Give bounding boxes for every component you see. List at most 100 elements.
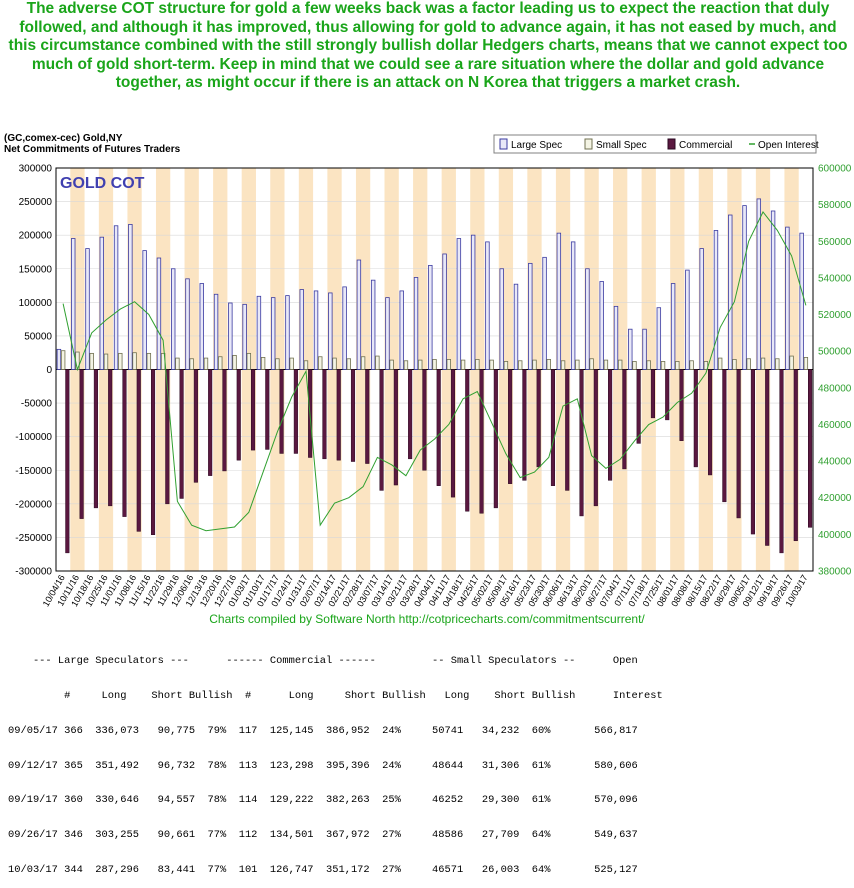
small-spec-bar	[89, 352, 94, 370]
cot-chart-svg: (GC,comex-cec) Gold,NY Net Commitments o…	[0, 126, 854, 632]
small-spec-bar	[246, 352, 252, 370]
large-spec-bar	[328, 292, 333, 370]
small-spec-bar	[560, 360, 566, 370]
commercial-bar	[665, 369, 670, 421]
y-tick-label-right: 600000	[818, 164, 852, 175]
chart-header-line2: Net Commitments of Futures Traders	[4, 144, 181, 155]
large-spec-bar	[242, 303, 247, 370]
commercial-bar	[508, 369, 513, 484]
large-spec-bar	[570, 241, 576, 370]
large-spec-bar	[270, 297, 276, 370]
small-spec-bar	[360, 356, 366, 370]
small-spec-bar	[303, 360, 309, 370]
commercial-bar	[779, 369, 784, 554]
small-spec-bar	[432, 359, 437, 370]
table-row: 09/05/17 366 336,073 90,775 79% 117 125,…	[8, 724, 638, 737]
small-spec-bar	[632, 361, 637, 370]
legend-label: Open Interest	[758, 140, 819, 151]
commercial-bar	[736, 369, 741, 519]
y-tick-label-left: -250000	[15, 533, 52, 544]
intro-paragraph: The adverse COT structure for gold a few…	[8, 0, 848, 91]
legend-swatch	[667, 138, 676, 150]
small-spec-bar	[603, 359, 609, 370]
large-spec-bar	[628, 328, 633, 370]
small-spec-bar	[789, 355, 794, 370]
small-spec-bar	[460, 359, 466, 370]
large-spec-bar	[356, 259, 362, 370]
large-spec-bar	[428, 264, 433, 370]
y-tick-label-left: -50000	[21, 399, 53, 410]
commercial-bar	[765, 369, 770, 546]
y-tick-label-right: 420000	[818, 493, 852, 504]
small-spec-bar	[646, 360, 651, 370]
commercial-bar	[522, 369, 527, 481]
legend-label: Small Spec	[596, 140, 647, 151]
commercial-bar	[436, 369, 441, 486]
small-spec-bar	[617, 359, 623, 370]
small-spec-bar	[517, 360, 523, 370]
large-spec-bar	[299, 289, 304, 370]
small-spec-bar	[760, 357, 766, 370]
large-spec-bar	[185, 278, 190, 370]
large-spec-bar	[56, 348, 62, 370]
small-spec-bar	[403, 360, 409, 370]
y-tick-label-left: -150000	[15, 466, 52, 477]
small-spec-bar	[675, 361, 680, 370]
large-spec-bar	[199, 283, 204, 370]
table-header-groups: --- Large Speculators --- ------ Commerc…	[8, 655, 638, 668]
large-spec-bar	[699, 248, 704, 370]
commercial-bar	[222, 369, 227, 472]
commercial-bar	[65, 369, 70, 554]
large-spec-bar	[85, 248, 90, 370]
commercial-bar	[793, 369, 798, 542]
y-tick-label-right: 380000	[818, 567, 852, 578]
large-spec-bar	[513, 283, 519, 370]
large-spec-bar	[670, 283, 676, 370]
commercial-bar	[293, 369, 298, 454]
small-spec-bar	[489, 359, 494, 370]
small-spec-bar	[532, 359, 537, 370]
large-spec-bar	[770, 210, 776, 370]
large-spec-bar	[728, 214, 733, 370]
commercial-bar	[608, 369, 613, 481]
commercial-bar	[393, 369, 398, 486]
small-spec-bar	[660, 361, 666, 370]
commercial-bar	[693, 369, 698, 468]
y-tick-label-left: -300000	[15, 567, 52, 578]
chart-legend: Large Spec Small Spec Commercial Open Inter…	[493, 134, 819, 154]
small-spec-bar	[732, 359, 737, 370]
commercial-bar	[179, 369, 184, 499]
small-spec-bar	[803, 357, 809, 370]
large-spec-bar	[256, 295, 262, 370]
small-spec-bar	[717, 357, 723, 370]
commercial-bar	[450, 369, 456, 498]
commercial-bar	[708, 369, 713, 476]
small-spec-bar	[118, 352, 123, 370]
commercial-bar	[265, 369, 270, 450]
small-spec-bar	[318, 356, 323, 370]
cot-chart: (GC,comex-cec) Gold,NY Net Commitments o…	[0, 126, 854, 632]
small-spec-bar	[589, 358, 594, 370]
commercial-bar	[536, 369, 541, 468]
commercial-bar	[565, 369, 570, 491]
small-spec-bar	[260, 357, 266, 370]
y-tick-label-right: 400000	[818, 530, 852, 541]
commercial-bar	[379, 369, 384, 491]
small-spec-bar	[203, 357, 209, 370]
y-tick-label-left: -100000	[15, 432, 52, 443]
large-spec-bar	[685, 269, 690, 370]
y-tick-label-right: 440000	[818, 457, 852, 468]
large-spec-bar	[99, 236, 104, 370]
commercial-bar	[679, 369, 684, 441]
table-header-columns: # Long Short Bullish # Long Short Bullis…	[8, 689, 663, 702]
legend-label: Large Spec	[511, 140, 562, 151]
y-tick-label-right: 580000	[818, 200, 852, 211]
large-spec-bar	[342, 286, 347, 370]
small-spec-bar	[689, 360, 694, 370]
commercial-bar	[579, 369, 584, 517]
small-spec-bar	[275, 358, 280, 370]
small-spec-bar	[503, 361, 509, 370]
large-spec-bar	[71, 238, 76, 370]
chart-credit: Charts compiled by Software North http:/…	[209, 612, 645, 626]
small-spec-bar	[475, 359, 480, 370]
